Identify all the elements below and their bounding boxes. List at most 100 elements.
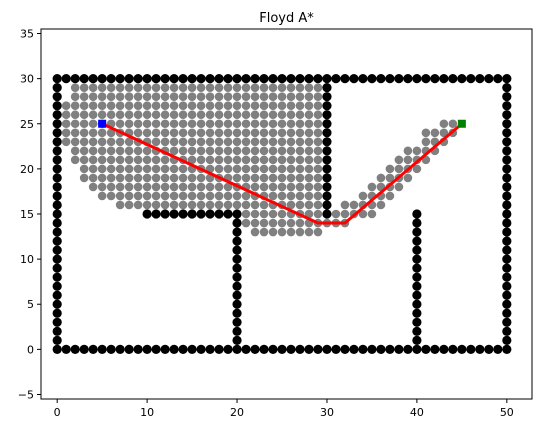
explored-point <box>304 92 314 101</box>
explored-point <box>124 173 134 183</box>
explored-point <box>97 173 107 183</box>
explored-point <box>70 137 80 147</box>
obstacle-point <box>502 245 512 255</box>
explored-point <box>223 119 233 129</box>
explored-point <box>205 155 215 165</box>
explored-point <box>160 137 170 147</box>
obstacle-point <box>322 137 332 147</box>
explored-point <box>142 200 152 210</box>
obstacle-point <box>421 74 431 84</box>
explored-point <box>115 83 125 92</box>
explored-point <box>313 101 323 111</box>
obstacle-point <box>151 74 161 84</box>
explored-point <box>196 92 206 101</box>
explored-point <box>115 164 125 174</box>
obstacle-point <box>502 308 512 318</box>
explored-point <box>358 209 368 219</box>
obstacle-point <box>322 74 332 84</box>
obstacle-point <box>52 200 62 210</box>
explored-point <box>115 155 125 165</box>
obstacle-point <box>304 74 314 84</box>
explored-point <box>133 182 143 192</box>
explored-point <box>304 191 314 201</box>
explored-point <box>151 92 161 101</box>
explored-point <box>151 83 161 92</box>
explored-point <box>88 155 98 165</box>
explored-point <box>214 155 224 165</box>
obstacle-point <box>205 209 215 219</box>
explored-point <box>205 191 215 201</box>
explored-point <box>133 173 143 183</box>
explored-point <box>70 155 80 165</box>
explored-point <box>295 191 305 201</box>
explored-point <box>178 119 188 129</box>
obstacle-point <box>502 254 512 264</box>
obstacle-point <box>232 317 242 327</box>
explored-point <box>133 101 143 111</box>
explored-point <box>88 110 98 120</box>
explored-point <box>313 92 323 101</box>
obstacle-point <box>52 74 62 84</box>
obstacle-point <box>214 209 224 219</box>
explored-point <box>313 200 323 210</box>
explored-point <box>142 92 152 101</box>
explored-point <box>250 83 260 92</box>
obstacle-point <box>232 308 242 318</box>
explored-point <box>223 137 233 147</box>
obstacle-point <box>52 137 62 147</box>
explored-point <box>151 110 161 120</box>
obstacle-point <box>232 344 242 354</box>
obstacle-point <box>160 209 170 219</box>
explored-point <box>61 110 71 120</box>
obstacle-point <box>196 74 206 84</box>
obstacle-point <box>232 74 242 84</box>
explored-point <box>295 200 305 210</box>
explored-point <box>385 173 395 183</box>
explored-point <box>286 191 296 201</box>
explored-point <box>178 101 188 111</box>
explored-point <box>349 200 359 210</box>
explored-point <box>169 146 179 156</box>
obstacle-point <box>232 263 242 273</box>
explored-point <box>88 101 98 111</box>
obstacle-point <box>349 344 359 354</box>
obstacle-point <box>142 74 152 84</box>
obstacle-point <box>412 236 422 246</box>
explored-point <box>97 164 107 174</box>
explored-point <box>187 128 197 138</box>
obstacle-point <box>160 344 170 354</box>
explored-point <box>142 173 152 183</box>
explored-point <box>259 182 269 192</box>
explored-point <box>241 137 251 147</box>
explored-point <box>133 110 143 120</box>
explored-point <box>61 128 71 138</box>
explored-point <box>250 173 260 183</box>
explored-point <box>241 155 251 165</box>
explored-point <box>250 101 260 111</box>
explored-point <box>214 128 224 138</box>
explored-point <box>232 173 242 183</box>
explored-point <box>259 137 269 147</box>
explored-point <box>124 92 134 101</box>
explored-point <box>223 191 233 201</box>
explored-point <box>70 101 80 111</box>
explored-point <box>79 155 89 165</box>
explored-point <box>259 164 269 174</box>
explored-point <box>133 191 143 201</box>
goal-marker <box>457 119 466 128</box>
obstacle-point <box>322 155 332 165</box>
explored-point <box>205 101 215 111</box>
obstacle-point <box>313 74 323 84</box>
obstacle-point <box>502 335 512 345</box>
explored-point <box>277 83 287 92</box>
obstacle-point <box>484 344 494 354</box>
explored-point <box>142 164 152 174</box>
explored-point <box>286 137 296 147</box>
obstacle-point <box>70 74 80 84</box>
explored-point <box>196 200 206 210</box>
obstacle-point <box>322 83 332 93</box>
explored-point <box>142 146 152 156</box>
obstacle-point <box>232 236 242 246</box>
obstacle-point <box>142 344 152 354</box>
explored-point <box>70 92 80 101</box>
